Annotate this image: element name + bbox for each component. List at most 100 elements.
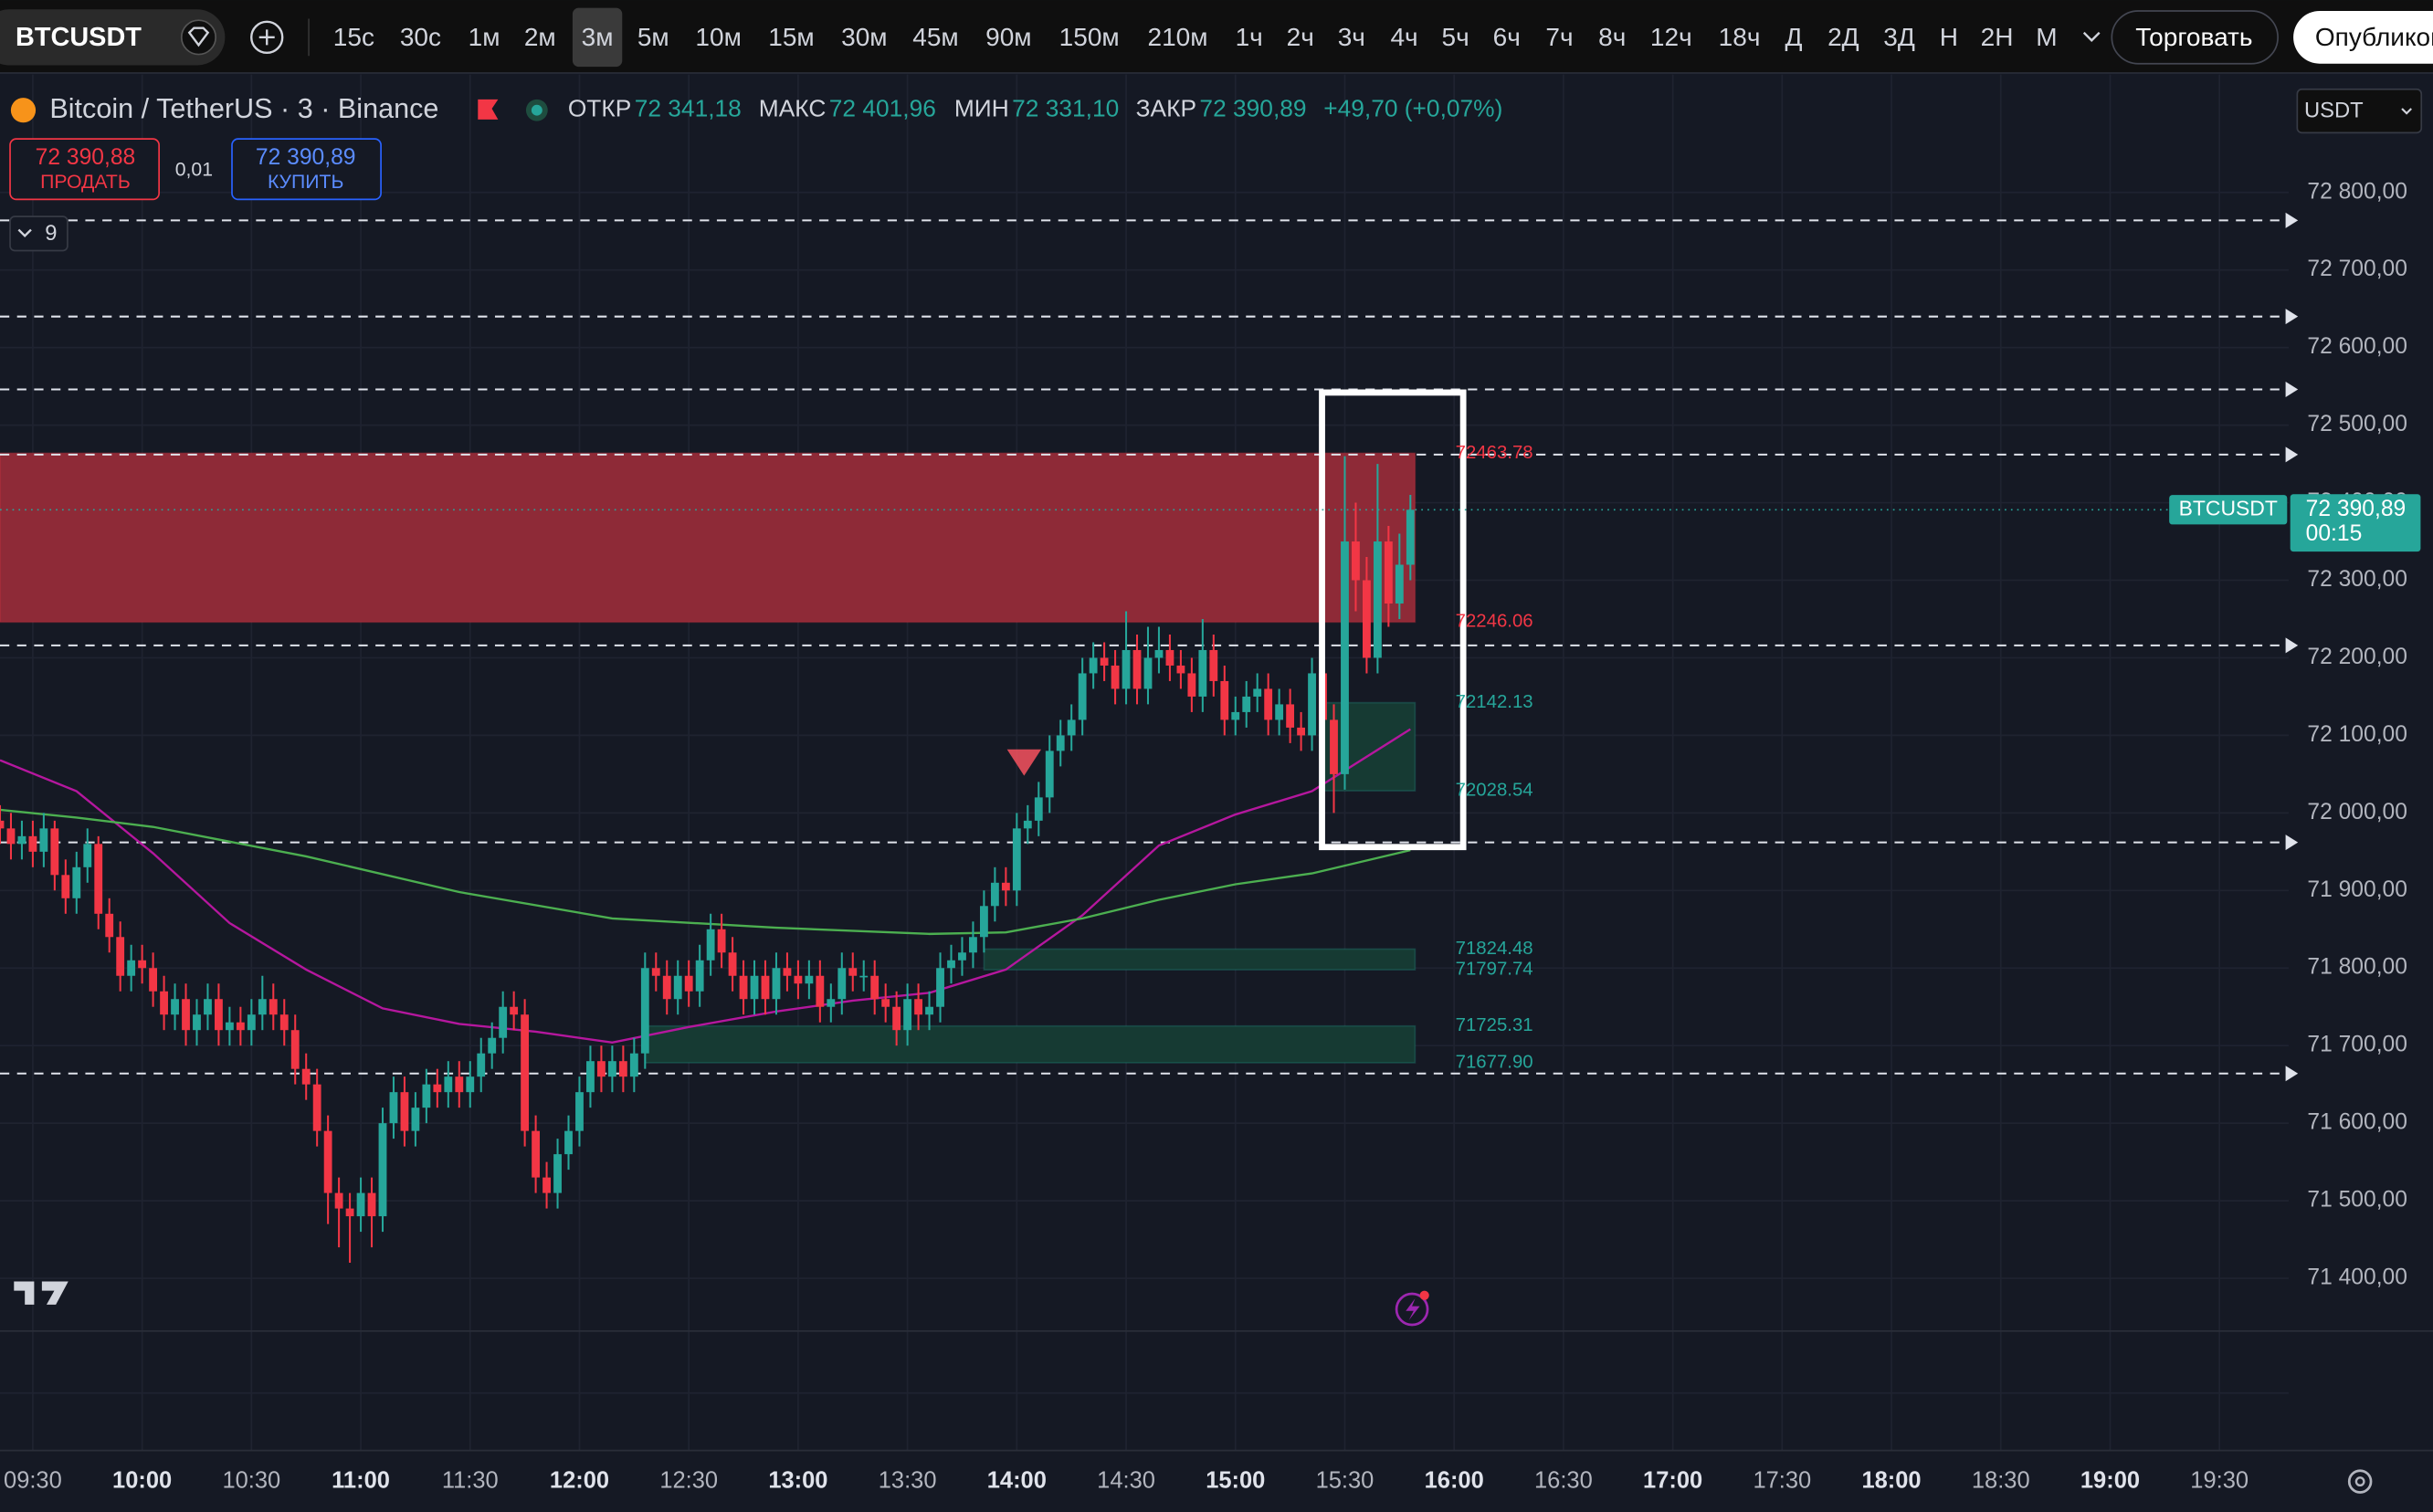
interval[interactable]: 5м — [637, 23, 669, 51]
interval[interactable]: 1м — [469, 23, 500, 51]
candle-body — [575, 1092, 584, 1131]
tv-logo[interactable] — [14, 1281, 68, 1305]
candle — [466, 1061, 475, 1108]
candle — [356, 1177, 365, 1233]
symbol-icon[interactable] — [180, 19, 217, 56]
interval[interactable]: 15м — [768, 23, 814, 51]
candle — [903, 983, 912, 1046]
interval[interactable]: 90м — [985, 23, 1031, 51]
candle — [1275, 688, 1284, 736]
candle-body — [1373, 541, 1382, 658]
sell-label[interactable]: ПРОДАТЬ — [40, 172, 131, 193]
symbol-title: Bitcoin / TetherUS · 3 · Binance — [49, 93, 438, 124]
candle-body — [17, 835, 26, 845]
interval[interactable]: 3ч — [1338, 23, 1365, 51]
candle — [204, 983, 212, 1031]
highlight-box — [1319, 389, 1467, 851]
interval[interactable]: 6ч — [1493, 23, 1521, 51]
interval[interactable]: 10м — [695, 23, 741, 51]
candle — [301, 1053, 311, 1100]
interval-chevron[interactable] — [2082, 31, 2101, 42]
interval[interactable]: 4ч — [1390, 23, 1417, 51]
candle — [1308, 657, 1316, 751]
indicator-toggle[interactable] — [9, 215, 68, 252]
interval[interactable]: М — [2036, 23, 2057, 51]
currency[interactable]: USDT — [2304, 99, 2364, 123]
zone — [983, 948, 1417, 971]
interval[interactable]: 2Д — [1827, 23, 1859, 51]
interval[interactable]: 7ч — [1545, 23, 1573, 51]
candle-body — [50, 828, 59, 876]
interval[interactable]: 3м — [582, 23, 614, 51]
candle-body — [236, 1022, 245, 1031]
y-tick-label: 71 400,00 — [2307, 1265, 2407, 1290]
interval[interactable]: 30м — [841, 23, 887, 51]
interval[interactable]: 5ч — [1442, 23, 1469, 51]
buy-label[interactable]: КУПИТЬ — [268, 172, 343, 193]
candle-body — [269, 999, 278, 1015]
candle-body — [1132, 649, 1142, 689]
buy-button[interactable] — [231, 138, 382, 201]
interval[interactable]: Д — [1785, 23, 1803, 51]
candle-body — [312, 1084, 321, 1131]
indicator-count[interactable]: 9 — [45, 221, 57, 246]
candle-body — [301, 1068, 311, 1085]
settings-icon[interactable] — [2347, 1469, 2373, 1494]
interval[interactable]: 3Д — [1883, 23, 1915, 51]
candle — [1297, 711, 1306, 751]
publish-label[interactable]: Опубликовать — [2315, 23, 2433, 51]
interval[interactable]: 150м — [1059, 23, 1120, 51]
symbol[interactable]: BTCUSDT — [16, 23, 142, 52]
candle — [542, 1161, 551, 1209]
interval[interactable]: 210м — [1148, 23, 1208, 51]
interval[interactable]: Н — [1940, 23, 1958, 51]
candle — [783, 952, 792, 992]
candle-body — [1297, 727, 1306, 736]
alert-icon[interactable] — [1395, 1292, 1429, 1327]
zone-label: 72142.13 — [1456, 692, 1533, 712]
currency-select[interactable] — [2296, 88, 2423, 134]
candle — [345, 1192, 354, 1264]
candle — [1154, 626, 1164, 674]
buy-price[interactable]: 72 390,89 — [256, 145, 356, 170]
sell-price[interactable]: 72 390,88 — [36, 145, 136, 170]
currency-chevron — [2401, 108, 2412, 115]
interval[interactable]: 45м — [912, 23, 958, 51]
interval[interactable]: 2ч — [1287, 23, 1314, 51]
level-arrow — [2285, 212, 2299, 228]
flag-icon[interactable] — [478, 99, 499, 120]
interval[interactable]: 30с — [400, 23, 441, 51]
interval[interactable]: 12ч — [1650, 23, 1692, 51]
price-tag-label: 72 390,89 — [2306, 497, 2407, 521]
candle-body — [444, 1076, 453, 1093]
ma-layer — [0, 728, 1411, 1045]
interval[interactable]: 1ч — [1236, 23, 1263, 51]
publish-button[interactable] — [2293, 10, 2433, 64]
candle-body — [1122, 649, 1131, 689]
candle — [1045, 735, 1054, 814]
candle — [1198, 618, 1207, 712]
interval[interactable]: 15с — [333, 23, 374, 51]
trade-label[interactable]: Торговать — [2135, 23, 2252, 51]
zone-label: 71824.48 — [1456, 939, 1533, 959]
candle-body — [422, 1084, 431, 1108]
x-tick-label: 15:00 — [1206, 1467, 1265, 1493]
trade-button[interactable] — [2111, 10, 2279, 65]
candle-body — [1067, 719, 1076, 736]
sell-button[interactable] — [9, 138, 160, 201]
symbol-pill[interactable] — [0, 9, 226, 66]
interval[interactable]: 2Н — [1981, 23, 2014, 51]
interval[interactable]: 2м — [524, 23, 556, 51]
interval[interactable]: 8ч — [1598, 23, 1626, 51]
coin-icon — [10, 98, 37, 123]
add-button[interactable] — [250, 20, 284, 55]
interval[interactable]: 18ч — [1719, 23, 1761, 51]
x-tick-label: 18:00 — [1861, 1467, 1921, 1493]
candle-body — [1242, 696, 1251, 712]
candle-body — [1100, 657, 1109, 666]
candle-body — [553, 1154, 562, 1193]
countdown: 00:15 — [2306, 521, 2363, 546]
candle-body — [1362, 580, 1371, 658]
candle-body — [411, 1108, 420, 1131]
